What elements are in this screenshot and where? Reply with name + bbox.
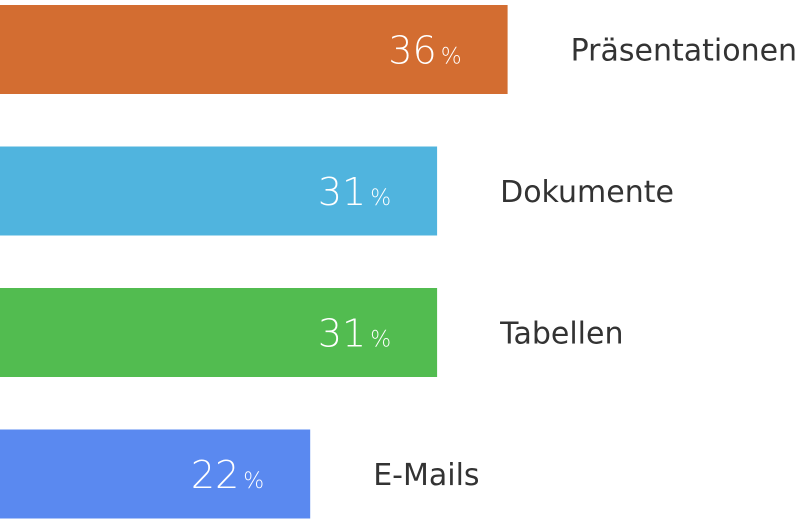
bar-value-label: 36% bbox=[388, 29, 461, 73]
bar-value-label: 31% bbox=[318, 312, 391, 356]
bar-value-label: 31% bbox=[318, 170, 391, 214]
bar-e-mails bbox=[0, 429, 311, 519]
category-label: Dokumente bbox=[500, 175, 674, 210]
bar-dokumente bbox=[0, 146, 438, 236]
bar-präsentationen bbox=[0, 5, 508, 94]
category-label: E-Mails bbox=[373, 458, 479, 493]
bar-tabellen bbox=[0, 288, 438, 377]
category-label: Tabellen bbox=[499, 317, 623, 352]
bar-value-label: 22% bbox=[191, 453, 264, 497]
category-label: Präsentationen bbox=[571, 34, 797, 69]
